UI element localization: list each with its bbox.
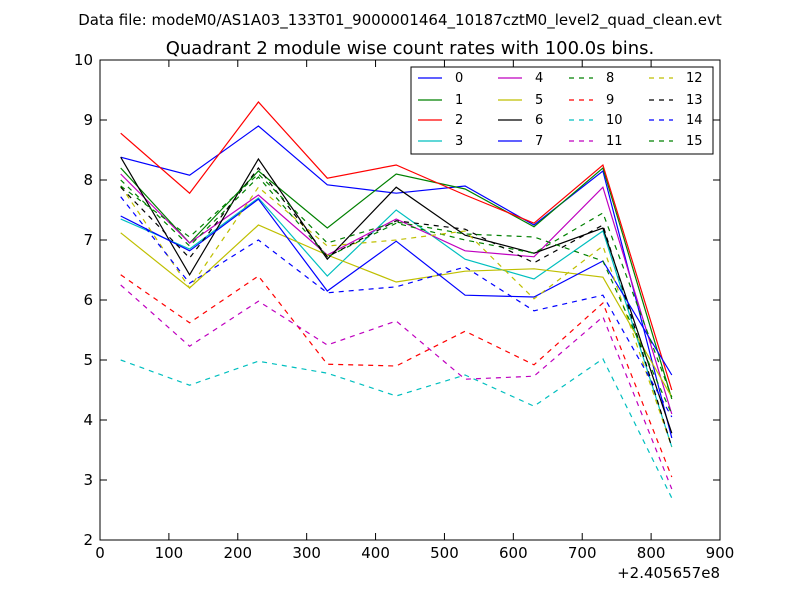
legend-label-1: 1	[455, 93, 463, 108]
legend-label-5: 5	[535, 93, 543, 108]
x-tick-label: 500	[430, 544, 459, 562]
x-tick-label: 600	[499, 544, 528, 562]
legend-label-13: 13	[686, 93, 703, 108]
y-tick-label: 6	[83, 291, 93, 309]
x-tick-label: 300	[292, 544, 321, 562]
y-tick-label: 8	[83, 171, 93, 189]
legend-label-2: 2	[455, 113, 463, 128]
legend-label-12: 12	[686, 71, 703, 86]
legend-label-3: 3	[455, 134, 463, 149]
x-tick-label: 800	[637, 544, 666, 562]
series-line-13	[120, 167, 673, 448]
y-tick-label: 3	[83, 471, 93, 489]
series-layer	[120, 101, 673, 499]
x-tick-label: 0	[95, 544, 105, 562]
x-tick-label: 100	[155, 544, 184, 562]
series-line-0	[120, 125, 673, 439]
series-line-3	[120, 197, 673, 448]
legend-label-10: 10	[606, 113, 623, 128]
y-tick-label: 7	[83, 231, 93, 249]
series-line-7	[120, 198, 673, 376]
series-line-2	[120, 101, 673, 391]
series-line-4	[120, 173, 673, 415]
x-tick-label: 400	[361, 544, 390, 562]
x-tick-labels: 0 100 200 300 400 500 600 700 800 900	[95, 544, 734, 562]
legend-label-14: 14	[686, 113, 703, 128]
legend-label-9: 9	[606, 93, 614, 108]
y-tick-label: 2	[83, 531, 93, 549]
series-line-8	[120, 176, 673, 398]
legend-frame	[410, 66, 714, 155]
figure-suptitle: Data file: modeM0/AS1A03_133T01_90000014…	[78, 11, 722, 30]
series-line-6	[120, 156, 673, 434]
x-tick-label: 700	[568, 544, 597, 562]
series-line-5	[120, 224, 673, 398]
series-line-1	[120, 166, 673, 400]
legend-label-0: 0	[455, 71, 463, 86]
x-axis-offset-label: +2.405657e8	[617, 564, 720, 582]
y-tick-label: 5	[83, 351, 93, 369]
x-tick-label: 200	[223, 544, 252, 562]
legend-label-8: 8	[606, 71, 614, 86]
series-line-12	[120, 185, 673, 448]
legend-label-11: 11	[606, 134, 623, 149]
y-tick-label: 10	[74, 51, 93, 69]
chart-title: Quadrant 2 module wise count rates with …	[166, 38, 655, 59]
legend-label-6: 6	[535, 113, 543, 128]
legend-label-4: 4	[535, 71, 543, 86]
series-line-10	[120, 357, 673, 499]
legend-label-15: 15	[686, 134, 703, 149]
y-tick-label: 9	[83, 111, 93, 129]
series-line-9	[120, 274, 673, 478]
y-tick-label: 4	[83, 411, 93, 429]
legend-label-7: 7	[535, 134, 543, 149]
y-tick-labels: 2 3 4 5 6 7 8 9 10	[74, 51, 93, 549]
x-tick-label: 900	[706, 544, 735, 562]
axis-ticks	[99, 59, 721, 541]
